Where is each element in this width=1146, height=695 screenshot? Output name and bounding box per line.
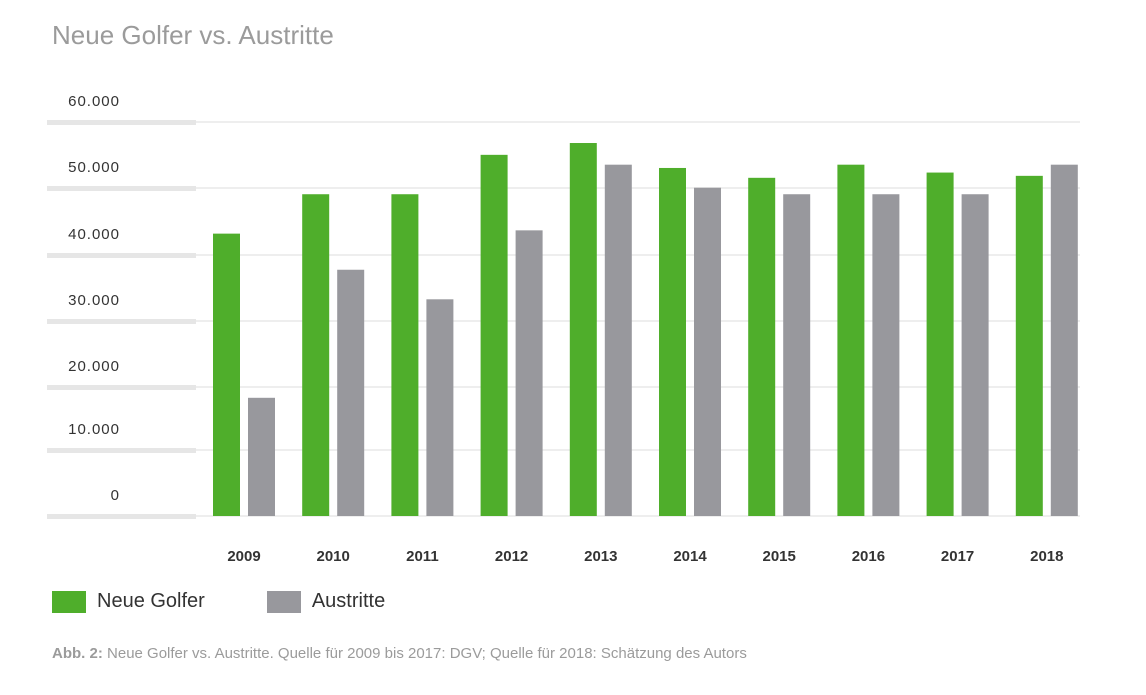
bar-neue-golfer-2014 [659,167,686,516]
x-axis-labels: 2009 2010 2011 2012 2013 2014 2015 2016 2017 2018 [227,548,1063,565]
bar-austritte-2013 [604,164,632,516]
x-tick-label: 2012 [495,548,528,565]
y-tick-label: 0 [111,487,120,504]
caption-text: Neue Golfer vs. Austritte. Quelle für 20… [107,645,747,662]
x-tick-label: 2015 [763,548,796,565]
bar-neue-golfer-2012 [480,154,508,517]
y-tick-band [47,448,196,453]
x-tick-label: 2016 [852,548,885,565]
x-tick-label: 2011 [406,548,439,565]
bar-neue-golfer-2018 [1015,175,1043,516]
bar-neue-golfer-2017 [926,172,954,516]
caption-prefix: Abb. 2: [52,645,103,662]
y-tick-band [47,253,196,258]
chart-title: Neue Golfer vs. Austritte [52,20,334,50]
x-tick-label: 2013 [584,548,617,565]
x-tick-label: 2014 [673,548,707,565]
bar-neue-golfer-2013 [569,143,597,516]
y-tick-label: 20.000 [68,358,120,375]
x-tick-label: 2017 [941,548,974,565]
y-tick-label: 50.000 [68,159,120,176]
bar-austritte-2016 [872,194,900,516]
y-tick-label: 60.000 [68,93,120,110]
bar-austritte-2014 [694,187,721,516]
y-tick-band [47,319,196,324]
legend-item-austritte: Austritte [266,590,386,613]
bar-austritte-2017 [961,194,989,516]
y-tick-band [47,385,196,390]
legend-label-austritte: Austritte [311,590,386,612]
x-tick-label: 2009 [227,548,260,565]
y-axis-labels: 60.000 50.000 40.000 30.000 20.000 10.000 0 [68,93,120,504]
legend-label-neue-golfer: Neue Golfer [97,590,205,612]
y-tick-label: 10.000 [68,421,120,438]
legend: Neue Golfer Austritte [52,590,447,613]
bar-austritte-2012 [515,230,543,516]
figure-caption: Abb. 2: Neue Golfer vs. Austritte. Quell… [52,645,747,662]
bar-neue-golfer-2015 [748,177,776,517]
bar-neue-golfer-2011 [391,194,419,516]
legend-swatch-neue-golfer [52,590,86,613]
x-tick-label: 2018 [1030,548,1063,565]
bar-austritte-2018 [1050,164,1078,516]
legend-item-neue-golfer: Neue Golfer [52,590,205,613]
bar-austritte-2010 [337,269,365,516]
x-tick-label: 2010 [317,548,350,565]
y-tick-label: 30.000 [68,292,120,309]
bars [213,143,1078,517]
y-tick-band [47,186,196,191]
y-tick-band [47,120,196,125]
y-tick-label: 40.000 [68,226,120,243]
bar-neue-golfer-2010 [302,194,330,516]
gridlines [47,120,1080,519]
bar-austritte-2011 [426,299,454,516]
bar-neue-golfer-2016 [837,164,865,516]
bar-chart: 60.000 50.000 40.000 30.000 20.000 10.000 0 20… [47,93,1080,565]
bar-neue-golfer-2009 [213,233,240,516]
bar-austritte-2015 [783,194,811,516]
bar-austritte-2009 [248,397,275,516]
legend-swatch-austritte [266,590,301,613]
y-tick-band [47,514,196,519]
